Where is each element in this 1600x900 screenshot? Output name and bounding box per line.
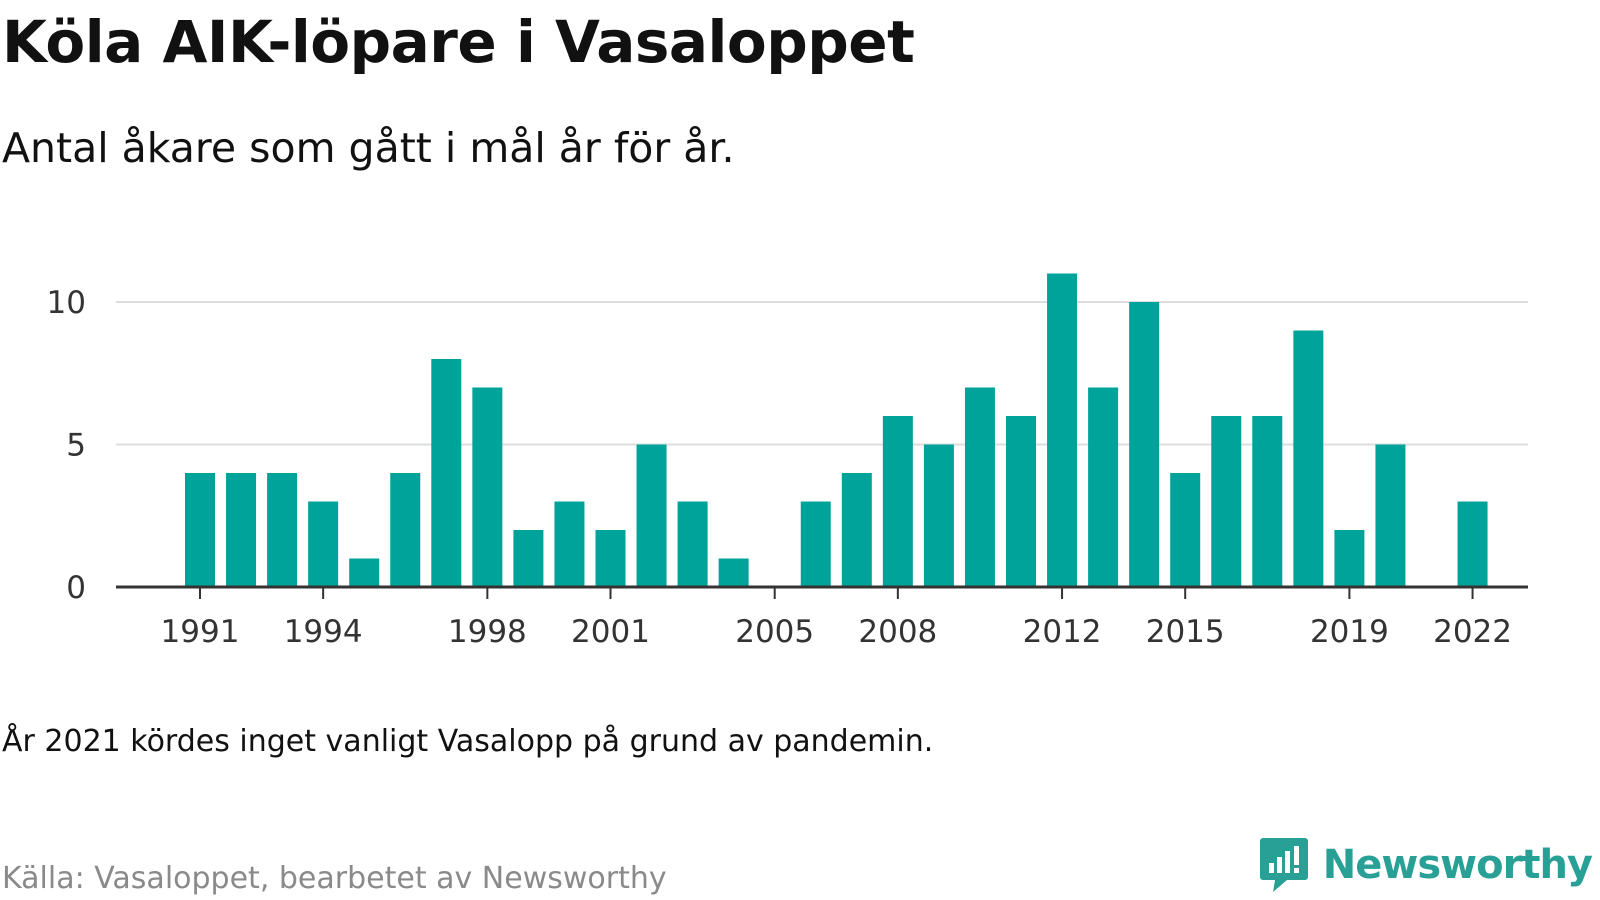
bar-1995 xyxy=(349,558,380,587)
gridlines xyxy=(116,301,1528,446)
bar-1993 xyxy=(267,473,298,587)
bar-2017 xyxy=(1252,416,1283,587)
bar-2013 xyxy=(1088,387,1119,587)
bar-2002 xyxy=(636,444,667,587)
bar-2009 xyxy=(923,444,954,587)
bar-1999 xyxy=(513,530,544,587)
x-tick-label-2019: 2019 xyxy=(1310,614,1389,650)
x-tick-label-2005: 2005 xyxy=(735,614,814,650)
bar-2016 xyxy=(1211,416,1242,587)
bar-2022 xyxy=(1457,501,1488,587)
brand-name: Newsworthy xyxy=(1322,842,1593,888)
bar-2006 xyxy=(800,501,831,587)
bar-chart: 0 5 10 1991 1994 1998 2001 2005 2008 2012 2015 2019… xyxy=(47,273,1528,650)
y-tick-label-5: 5 xyxy=(66,428,86,464)
bar-2011 xyxy=(1006,416,1036,587)
bar-2001 xyxy=(595,530,626,587)
bar-2003 xyxy=(677,501,708,587)
bar-1998 xyxy=(472,387,503,587)
x-tick-label-2012: 2012 xyxy=(1023,614,1102,650)
bar-1994 xyxy=(308,501,339,587)
bar-1996 xyxy=(390,473,421,587)
y-tick-label-10: 10 xyxy=(47,285,86,321)
x-tick-label-2022: 2022 xyxy=(1433,614,1512,650)
bar-2007 xyxy=(841,473,872,587)
x-tick-label-2015: 2015 xyxy=(1146,614,1225,650)
x-tick-label-1991: 1991 xyxy=(161,614,240,650)
bar-2015 xyxy=(1170,473,1201,587)
x-tick-label-1994: 1994 xyxy=(284,614,363,650)
chart-title: Köla AIK-löpare i Vasaloppet xyxy=(2,8,915,76)
y-tick-label-0: 0 xyxy=(66,570,86,606)
bars xyxy=(185,273,1488,587)
chart-subtitle: Antal åkare som gått i mål år för år. xyxy=(2,124,735,172)
bar-2014 xyxy=(1129,302,1160,587)
bar-2018 xyxy=(1293,330,1324,587)
chart-note: År 2021 kördes inget vanligt Vasalopp på… xyxy=(2,724,934,759)
bar-1991 xyxy=(185,473,215,587)
x-tick-label-1998: 1998 xyxy=(448,614,527,650)
bar-1992 xyxy=(226,473,257,587)
bar-2000 xyxy=(554,501,585,587)
newsworthy-brand: Newsworthy xyxy=(1259,836,1593,894)
newsworthy-logo-icon xyxy=(1259,838,1308,892)
source-credit: Källa: Vasaloppet, bearbetet av Newswort… xyxy=(2,861,667,896)
bar-2012 xyxy=(1047,273,1078,587)
bar-2004 xyxy=(718,558,749,587)
axes: 0 5 10 1991 1994 1998 2001 2005 2008 2012 2015 2019… xyxy=(47,285,1528,650)
x-tick-label-2008: 2008 xyxy=(858,614,937,650)
x-tick-label-2001: 2001 xyxy=(571,614,650,650)
bar-1997 xyxy=(431,359,462,587)
bar-2010 xyxy=(964,387,995,587)
bar-2020 xyxy=(1375,444,1406,587)
bar-2008 xyxy=(882,416,913,587)
bar-2019 xyxy=(1334,530,1365,587)
